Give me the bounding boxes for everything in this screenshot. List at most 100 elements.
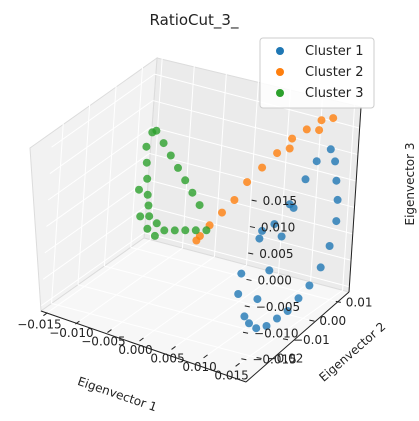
- data-point: [331, 157, 340, 166]
- x-gridline: [278, 88, 292, 274]
- data-point: [315, 126, 324, 135]
- legend-label: Cluster 2: [305, 65, 364, 80]
- z-tick-mark: [251, 199, 257, 202]
- x-tick-mark: [139, 337, 144, 342]
- z-gridline: [145, 205, 352, 261]
- data-point: [152, 126, 161, 135]
- data-point: [273, 149, 282, 158]
- z-tick-label: −0.010: [254, 326, 298, 340]
- z-tick-mark: [244, 305, 250, 308]
- data-point: [142, 158, 151, 167]
- data-point: [265, 266, 274, 275]
- y-axis-ticks: −0.02 −0.01 0.000.01: [256, 295, 373, 366]
- data-point: [312, 157, 321, 166]
- z-tick-label: 0.015: [263, 194, 297, 208]
- x-tick-label: 0.015: [214, 368, 248, 382]
- data-point: [144, 201, 153, 210]
- y-tick-mark: [256, 357, 262, 360]
- data-point: [253, 295, 262, 304]
- data-point: [270, 220, 279, 229]
- data-point: [150, 231, 159, 240]
- data-point: [160, 226, 169, 235]
- data-point: [181, 226, 190, 235]
- legend-marker: [276, 89, 284, 97]
- data-point: [258, 163, 267, 172]
- x-tick-label: −0.005: [81, 335, 125, 349]
- data-point: [243, 178, 252, 187]
- z-gridline: [149, 152, 355, 208]
- data-point: [170, 226, 179, 235]
- legend-label: Cluster 3: [305, 86, 364, 101]
- x-gridline: [213, 71, 227, 257]
- chart-title: RatioCut_3_: [150, 11, 239, 30]
- z-gridline: [41, 232, 145, 307]
- data-point: [285, 200, 294, 209]
- legend: Cluster 1 Cluster 2 Cluster 3: [259, 37, 375, 109]
- y-axis-line: [245, 291, 350, 383]
- x-tick-label: −0.010: [49, 326, 93, 340]
- z-tick-label: 0.005: [259, 247, 293, 261]
- y-gridline: [77, 284, 284, 340]
- z-gridline: [147, 179, 353, 235]
- data-point: [143, 174, 152, 183]
- data-point: [143, 224, 152, 233]
- data-point: [230, 196, 239, 204]
- z-axis-line: [348, 106, 362, 293]
- y-gridline: [51, 303, 257, 358]
- z-gridline: [51, 73, 155, 148]
- data-point: [218, 208, 226, 217]
- x-axis-line: [40, 310, 247, 383]
- z-tick-mark: [248, 252, 254, 255]
- z-gridline: [46, 153, 150, 227]
- data-point: [195, 201, 204, 210]
- grid-lines: [41, 54, 360, 364]
- z-tick-label: −0.005: [256, 300, 300, 314]
- data-point: [252, 324, 261, 333]
- z-axis-label: Eigenvector 3: [403, 142, 417, 225]
- data-point: [305, 281, 314, 290]
- z-gridline: [42, 205, 147, 280]
- data-point: [326, 145, 335, 154]
- data-point: [136, 212, 145, 221]
- z-gridline: [47, 126, 152, 201]
- data-point: [262, 322, 271, 330]
- data-point: [159, 139, 168, 148]
- legend-marker: [276, 47, 284, 55]
- x-gridline: [246, 79, 259, 266]
- data-point: [255, 234, 264, 243]
- data-point: [142, 142, 151, 151]
- axis-spines: [40, 106, 362, 383]
- y-tick-mark: [282, 338, 289, 341]
- data-point: [333, 195, 342, 204]
- x-gridline: [79, 247, 183, 322]
- x-tick-mark: [107, 329, 112, 333]
- data-point: [245, 319, 253, 328]
- data-point: [316, 263, 325, 272]
- data-point: [181, 176, 190, 185]
- x-tick-mark: [235, 362, 240, 367]
- y-tick-label: −0.02: [267, 352, 304, 366]
- data-point: [166, 151, 175, 160]
- x-tick-label: 0.005: [150, 351, 184, 365]
- x-gridline: [239, 289, 343, 364]
- y-gridline: [51, 118, 65, 304]
- x-gridline: [181, 63, 195, 249]
- y-tick-mark: [335, 300, 341, 303]
- y-axis-label: Eigenvector 2: [316, 319, 388, 384]
- z-gridline: [152, 100, 359, 156]
- data-point: [174, 163, 182, 172]
- data-point: [152, 219, 161, 228]
- x-gridline: [207, 281, 311, 356]
- data-point: [188, 188, 197, 197]
- y-gridline: [130, 62, 144, 248]
- data-point: [240, 312, 249, 321]
- y-gridline: [77, 99, 91, 285]
- y-gridline: [104, 265, 310, 321]
- x-axis-label: Eigenvector 1: [76, 374, 159, 414]
- y-tick-label: −0.01: [293, 333, 330, 347]
- data-point: [325, 242, 334, 250]
- z-tick-label: 0.010: [261, 221, 295, 235]
- data-point: [273, 314, 281, 323]
